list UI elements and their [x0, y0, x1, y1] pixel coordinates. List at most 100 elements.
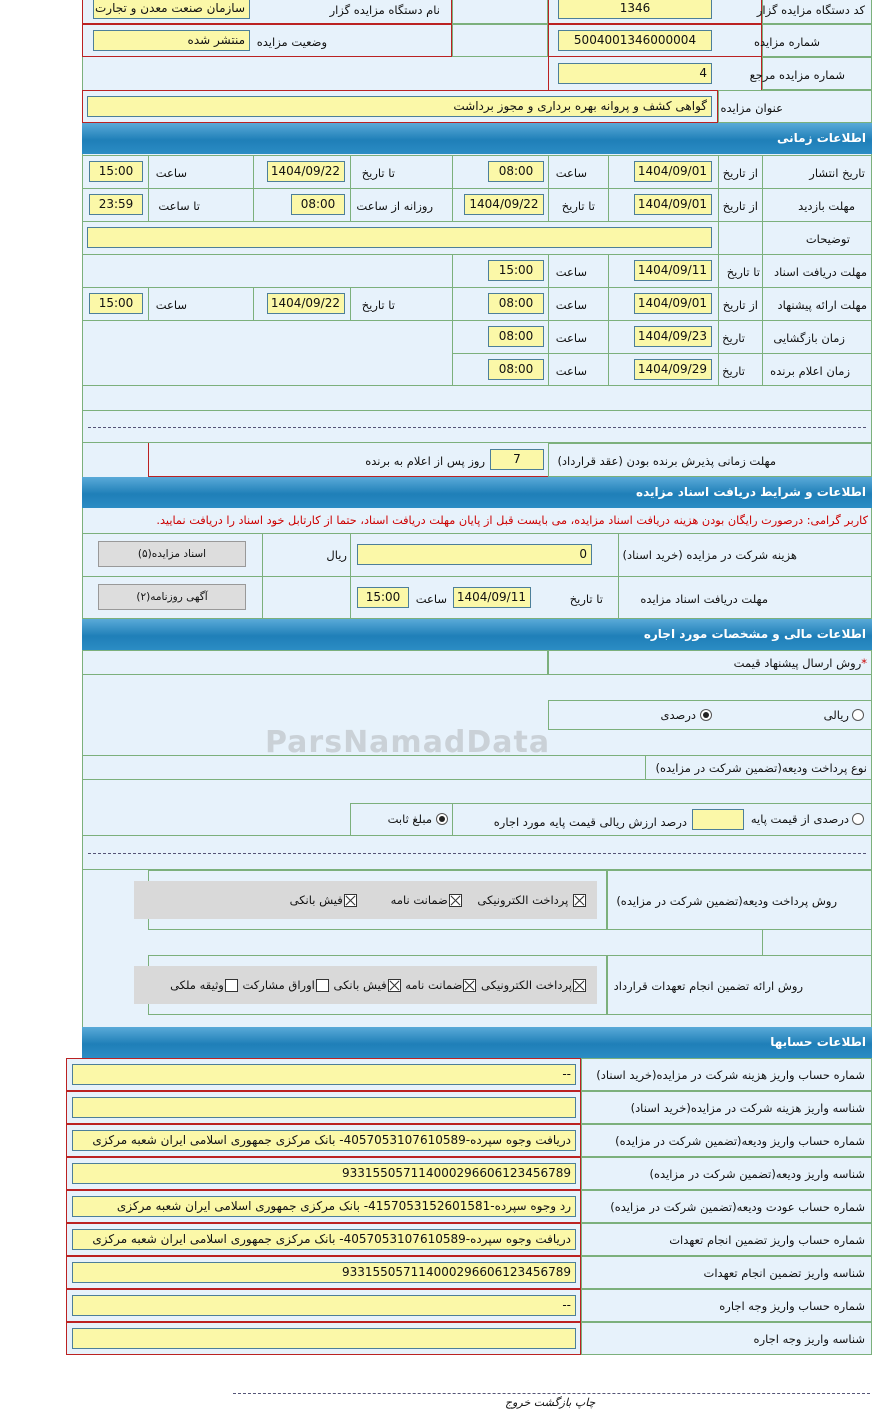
cell: [581, 1190, 872, 1223]
offer-from-date[interactable]: 1404/09/01: [634, 293, 712, 314]
account-value-field[interactable]: --: [72, 1064, 576, 1085]
account-value-field[interactable]: دریافت وجوه سپرده-4057053107610589- بانک…: [72, 1130, 576, 1151]
fixed-amount-radio[interactable]: [436, 813, 448, 825]
cell: [581, 1124, 872, 1157]
visit-to-date[interactable]: 1404/09/22: [464, 194, 544, 215]
deposit-method-guarantee[interactable]: ضمانت نامه: [391, 893, 463, 907]
divider: [452, 353, 872, 354]
publish-from-date[interactable]: 1404/09/01: [634, 161, 712, 182]
doc-deadline-date[interactable]: 1404/09/11: [634, 260, 712, 281]
publish-to-date[interactable]: 1404/09/22: [267, 161, 345, 182]
option-label: ضمانت نامه: [390, 893, 448, 907]
option-label: ضمانت نامه: [405, 978, 463, 992]
to-time-label: تا ساعت: [158, 199, 200, 213]
doc-deadline-time[interactable]: 15:00: [488, 260, 544, 281]
cell: [762, 24, 872, 57]
cell: [548, 700, 549, 730]
account-value-field[interactable]: دریافت وجوه سپرده-4057053107610589- بانک…: [72, 1229, 576, 1250]
divider: [452, 803, 453, 835]
cell: [548, 443, 872, 477]
option-label: فیش بانکی: [333, 978, 387, 992]
ref-number-field[interactable]: 4: [558, 63, 712, 84]
agency-code-field[interactable]: 1346: [558, 0, 712, 19]
visit-label: مهلت بازدید: [798, 199, 855, 213]
account-value-field[interactable]: [72, 1097, 576, 1118]
deposit-method-label: روش پرداخت ودیعه(تضمین شرکت در مزایده): [616, 894, 837, 908]
divider: [82, 576, 872, 577]
cell: [581, 1091, 872, 1124]
winner-time[interactable]: 08:00: [488, 359, 544, 380]
account-value-field[interactable]: 933155057114000296606123456789: [72, 1262, 576, 1283]
fee-field[interactable]: 0: [357, 544, 592, 565]
cell: [607, 870, 872, 930]
acceptance-days-field[interactable]: 7: [490, 449, 544, 470]
from-date-label: از تاریخ: [722, 199, 758, 213]
dashed-divider: [88, 853, 866, 854]
account-label: شماره حساب عودت ودیعه(تضمین شرکت در مزای…: [610, 1200, 865, 1214]
account-label: شماره حساب واریز هزینه شرکت در مزایده(خر…: [596, 1068, 865, 1082]
account-value-field[interactable]: 933155057114000296606123456789: [72, 1163, 576, 1184]
account-value-field[interactable]: رد وجوه سپرده-4157053152601581- بانک مرک…: [72, 1196, 576, 1217]
offer-to-date[interactable]: 1404/09/22: [267, 293, 345, 314]
to-date-label: تا تاریخ: [726, 265, 760, 279]
auction-number-field[interactable]: 5004001346000004: [558, 30, 712, 51]
deposit-method-bank-slip[interactable]: فیش بانکی: [290, 893, 358, 907]
winner-date[interactable]: 1404/09/29: [634, 359, 712, 380]
deposit-method-electronic[interactable]: پرداخت الکترونیکی: [477, 893, 587, 907]
to-date-label: تا تاریخ: [561, 199, 595, 213]
footer-links[interactable]: چاپ بازگشت خروج: [505, 1396, 596, 1409]
rial-option-label: ریالی: [823, 708, 849, 722]
opening-time[interactable]: 08:00: [488, 326, 544, 347]
divider: [350, 803, 351, 835]
description-label: توضیحات: [805, 232, 850, 246]
doc-deadline-time[interactable]: 15:00: [357, 587, 409, 608]
checkbox[interactable]: [315, 979, 329, 992]
deposit-methods-group: پرداخت الکترونیکی ضمانت نامه فیش بانکی: [134, 881, 597, 919]
visit-daily-from-time[interactable]: 08:00: [291, 194, 345, 215]
cell: [148, 443, 548, 477]
guarantee-method-bonds[interactable]: اوراق مشارکت: [243, 978, 330, 992]
offer-from-time[interactable]: 08:00: [488, 293, 544, 314]
checkbox[interactable]: [573, 894, 586, 907]
checkbox[interactable]: [343, 894, 357, 907]
percent-radio[interactable]: [700, 709, 712, 721]
percent-of-base-field[interactable]: [692, 809, 744, 830]
guarantee-method-property[interactable]: وثیقه ملکی: [170, 978, 239, 992]
cell: [762, 57, 872, 90]
divider: [718, 155, 719, 386]
checkbox[interactable]: [463, 979, 477, 992]
offer-to-time[interactable]: 15:00: [89, 293, 143, 314]
description-field[interactable]: [87, 227, 712, 248]
opening-date[interactable]: 1404/09/23: [634, 326, 712, 347]
publish-to-time[interactable]: 15:00: [89, 161, 143, 182]
guarantee-method-bank-slip[interactable]: فیش بانکی: [333, 978, 401, 992]
watermark-logo: ParsNamadData: [265, 725, 551, 760]
option-label: پرداخت الکترونیکی: [477, 893, 569, 907]
agency-name-field[interactable]: سازمان صنعت معدن و تجارت: [93, 0, 250, 19]
checkbox[interactable]: [448, 894, 462, 907]
checkbox[interactable]: [387, 979, 401, 992]
newspaper-ad-button[interactable]: آگهی روزنامه(۲): [98, 584, 246, 610]
account-label: شناسه واریز هزینه شرکت در مزایده(خرید اس…: [630, 1101, 865, 1115]
account-value-field[interactable]: --: [72, 1295, 576, 1316]
doc-deadline-label: مهلت دریافت اسناد: [774, 265, 867, 279]
percent-of-base-radio[interactable]: [852, 813, 864, 825]
visit-daily-to-time[interactable]: 23:59: [89, 194, 143, 215]
account-label: شماره حساب واریز ودیعه(تضمین شرکت در مزا…: [615, 1134, 865, 1148]
rial-radio[interactable]: [852, 709, 864, 721]
from-date-label: از تاریخ: [722, 298, 758, 312]
time-label: ساعت: [555, 265, 587, 279]
visit-from-date[interactable]: 1404/09/01: [634, 194, 712, 215]
title-field[interactable]: گواهی کشف و پروانه بهره برداری و مجوز بر…: [87, 96, 712, 117]
checkbox[interactable]: [573, 979, 586, 992]
status-field[interactable]: منتشر شده: [93, 30, 250, 51]
time-label: ساعت: [155, 166, 187, 180]
doc-deadline-date[interactable]: 1404/09/11: [453, 587, 531, 608]
guarantee-method-electronic[interactable]: پرداخت الکترونیکی: [481, 978, 587, 992]
opening-label: زمان بازگشایی: [773, 331, 845, 345]
guarantee-method-guarantee[interactable]: ضمانت نامه: [405, 978, 477, 992]
publish-from-time[interactable]: 08:00: [488, 161, 544, 182]
checkbox[interactable]: [224, 979, 238, 992]
auction-documents-button[interactable]: اسناد مزایده(۵): [98, 541, 246, 567]
account-value-field[interactable]: [72, 1328, 576, 1349]
